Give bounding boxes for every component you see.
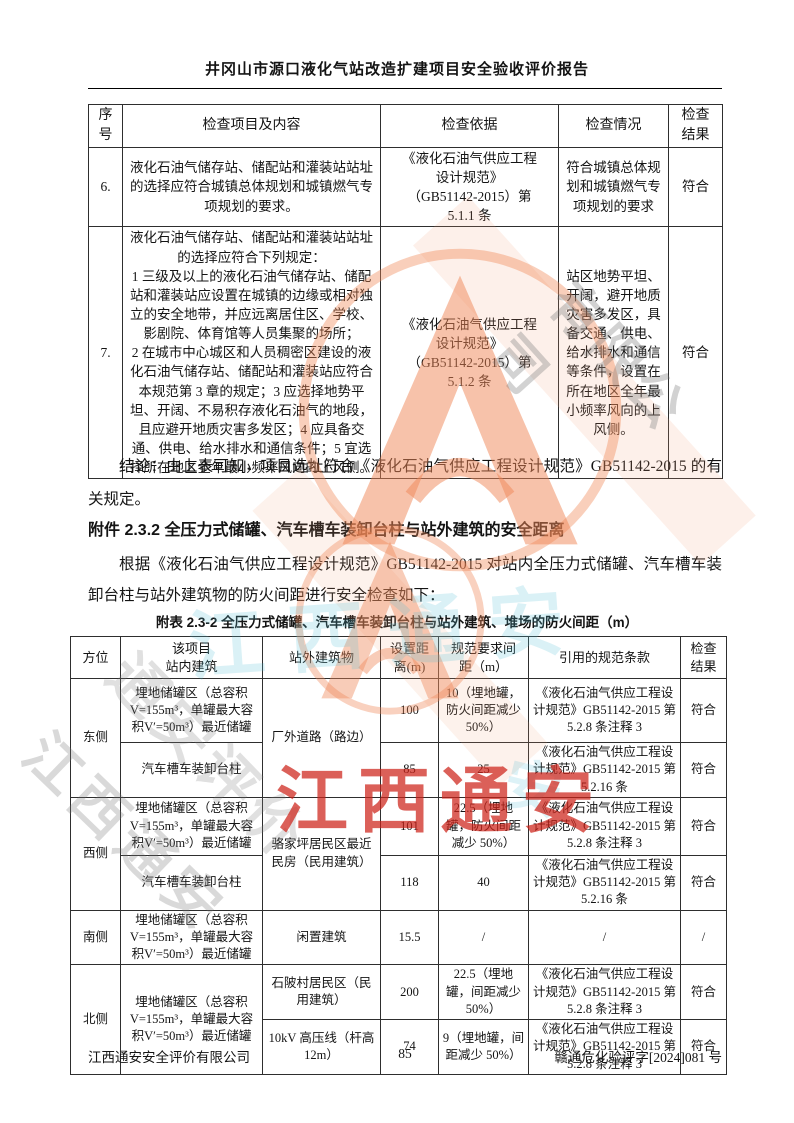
cell-result: 符合 (680, 854, 727, 911)
cell-inside-building: 埋地储罐区（总容积V=155m³，单罐最大容积V′=50m³）最近储罐 (120, 796, 263, 856)
col-header-required-distance: 规范要求间 距（m） (438, 636, 529, 679)
cell-clause: 《液化石油气供应工程设计规范》GB51142-2015 第 5.2.8 条注释 … (528, 678, 681, 743)
attachment-heading: 附件 2.3.2 全压力式储罐、汽车槽车装卸台柱与站外建筑的安全距离 (88, 522, 565, 539)
table-header-row: 方位 该项目 站内建筑 站外建筑物 设置距 离(m) 规范要求间 距（m） 引用… (70, 636, 727, 679)
cell-required-distance: / (438, 909, 529, 966)
cell-basis: 《液化石油气供应工程 设计规范》 （GB51142-2015）第 5.1.1 条 (380, 146, 559, 228)
col-header-result: 检查 结果 (668, 104, 723, 148)
col-header-result: 检查 结果 (680, 636, 727, 679)
cell-result: 符合 (680, 678, 727, 743)
cell-outside-building: 骆家坪居民区最近民房（民用建筑） (262, 796, 381, 911)
col-header-clause: 引用的规范条款 (528, 636, 681, 679)
cell-result: 符合 (680, 1019, 727, 1075)
cell-outside-building: 闲置建筑 (262, 909, 381, 966)
footer-page-number: 85 (398, 1046, 412, 1061)
footer-doc-number: 赣通危化验评字[2024]081 号 (554, 1050, 722, 1065)
cell-set-distance: 85 (380, 742, 439, 798)
fire-distance-table-caption: 附表 2.3-2 全压力式储罐、汽车槽车装卸台柱与站外建筑、堆场的防火间距（m） (155, 615, 639, 630)
cell-direction: 北侧 (70, 964, 121, 1075)
cell-inside-building: 埋地储罐区（总容积V=155m³，单罐最大容积V′=50m³）最近储罐 (120, 964, 263, 1075)
cell-situation: 符合城镇总体规划和城镇燃气专项规划的要求 (558, 146, 669, 228)
conclusion-paragraph: 结论：由上表可知，项目选址符合《液化石油气供应工程设计规范》GB51142-20… (88, 458, 722, 508)
cell-result: 符合 (680, 964, 727, 1020)
cell-outside-building: 石陂村居民区（民用建筑） (262, 964, 381, 1020)
cell-clause: 《液化石油气供应工程设计规范》GB51142-2015 第 5.2.8 条注释 … (528, 796, 681, 856)
cell-direction: 西侧 (70, 796, 121, 911)
cell-result: 符合 (668, 146, 723, 228)
cell-clause: 《液化石油气供应工程设计规范》GB51142-2015 第 5.2.16 条 (528, 742, 681, 798)
cell-set-distance: 101 (380, 796, 439, 856)
col-header-inside-building: 该项目 站内建筑 (120, 636, 263, 679)
fire-distance-table: 方位 该项目 站内建筑 站外建筑物 设置距 离(m) 规范要求间 距（m） 引用… (70, 636, 727, 1075)
cell-content: 液化石油气储存站、储配站和灌装站站址的选择应符合城镇总体规划和城镇燃气专项规划的… (122, 146, 381, 228)
footer-company: 江西通安安全评价有限公司 (88, 1050, 250, 1065)
col-header-content: 检查项目及内容 (122, 104, 381, 148)
table-header-row: 序 号 检查项目及内容 检查依据 检查情况 检查 结果 (88, 104, 723, 148)
cell-result: 符合 (680, 742, 727, 798)
table-row: 北侧 埋地储罐区（总容积V=155m³，单罐最大容积V′=50m³）最近储罐 石… (70, 964, 727, 1075)
cell-required-distance: 10（埋地罐，防火间距减少 50%） (438, 678, 529, 743)
cell-result: 符合 (680, 796, 727, 856)
cell-no: 6. (88, 146, 123, 228)
cell-required-distance: 22.5（埋地罐，间距减少 50%） (438, 964, 529, 1020)
cell-clause: 《液化石油气供应工程设计规范》GB51142-2015 第 5.2.8 条注释 … (528, 1019, 681, 1075)
page-footer: 江西通安安全评价有限公司 85 赣通危化验评字[2024]081 号 (88, 1046, 722, 1066)
cell-content: 液化石油气储存站、储配站和灌装站站址的选择应符合下列规定： 1 三级及以上的液化… (122, 226, 381, 480)
col-header-direction: 方位 (70, 636, 121, 679)
col-header-basis: 检查依据 (380, 104, 559, 148)
cell-basis: 《液化石油气供应工程 设计规范》 （GB51142-2015）第 5.1.2 条 (380, 226, 559, 480)
col-header-situation: 检查情况 (558, 104, 669, 148)
cell-set-distance: 15.5 (380, 909, 439, 966)
table-row: 西侧 埋地储罐区（总容积V=155m³，单罐最大容积V′=50m³）最近储罐 骆… (70, 796, 727, 911)
cell-set-distance: 200 (380, 964, 439, 1020)
site-check-table: 序 号 检查项目及内容 检查依据 检查情况 检查 结果 6. 液化石油气储存站、… (88, 104, 723, 480)
cell-inside-building: 埋地储罐区（总容积V=155m³，单罐最大容积V′=50m³）最近储罐 (120, 678, 263, 743)
cell-direction: 东侧 (70, 678, 121, 798)
cell-inside-building: 汽车槽车装卸台柱 (120, 854, 263, 911)
table-row: 7. 液化石油气储存站、储配站和灌装站站址的选择应符合下列规定： 1 三级及以上… (88, 226, 723, 480)
cell-direction: 南侧 (70, 909, 121, 966)
cell-set-distance: 100 (380, 678, 439, 743)
col-header-set-distance: 设置距 离(m) (380, 636, 439, 679)
cell-clause: 《液化石油气供应工程设计规范》GB51142-2015 第 5.2.8 条注释 … (528, 964, 681, 1020)
cell-situation: 站区地势平坦、开阔，避开地质灾害多发区，具备交通、供电、给水排水和通信等条件，设… (558, 226, 669, 480)
cell-result: / (680, 909, 727, 966)
cell-outside-building: 10kV 高压线（杆高 12m） (262, 1019, 381, 1075)
cell-inside-building: 埋地储罐区（总容积V=155m³，单罐最大容积V′=50m³）最近储罐 (120, 909, 263, 966)
cell-set-distance: 118 (380, 854, 439, 911)
cell-set-distance: 74 (380, 1019, 439, 1075)
page-title: 井冈山市源口液化气站改造扩建项目安全验收评价报告 (204, 62, 589, 78)
cell-clause: / (528, 909, 681, 966)
table-row: 10kV 高压线（杆高 12m） 74 9（埋地罐，间距减少 50%） 《液化石… (71, 1019, 727, 1075)
table-row: 南侧 埋地储罐区（总容积V=155m³，单罐最大容积V′=50m³）最近储罐 闲… (70, 909, 727, 966)
cell-outside-building: 厂外道路（路边） (262, 678, 381, 798)
col-header-no: 序 号 (88, 104, 123, 148)
cell-required-distance: 25 (438, 742, 529, 798)
table-row: 汽车槽车装卸台柱 85 25 《液化石油气供应工程设计规范》GB51142-20… (71, 742, 727, 798)
table-row: 6. 液化石油气储存站、储配站和灌装站站址的选择应符合城镇总体规划和城镇燃气专项… (88, 146, 723, 228)
cell-required-distance: 22.5（埋地罐，防火间距减少 50%） (438, 796, 529, 856)
intro-paragraph: 根据《液化石油气供应工程设计规范》GB51142-2015 对站内全压力式储罐、… (88, 556, 722, 604)
table-row: 汽车槽车装卸台柱 118 40 《液化石油气供应工程设计规范》GB51142-2… (71, 854, 727, 911)
col-header-outside-building: 站外建筑物 (262, 636, 381, 679)
cell-inside-building: 汽车槽车装卸台柱 (120, 742, 263, 798)
table-row: 东侧 埋地储罐区（总容积V=155m³，单罐最大容积V′=50m³）最近储罐 厂… (70, 678, 727, 798)
header-rule (88, 88, 722, 89)
cell-required-distance: 9（埋地罐，间距减少 50%） (438, 1019, 529, 1075)
cell-clause: 《液化石油气供应工程设计规范》GB51142-2015 第 5.2.16 条 (528, 854, 681, 911)
cell-required-distance: 40 (438, 854, 529, 911)
cell-result: 符合 (668, 226, 723, 480)
cell-no: 7. (88, 226, 123, 480)
